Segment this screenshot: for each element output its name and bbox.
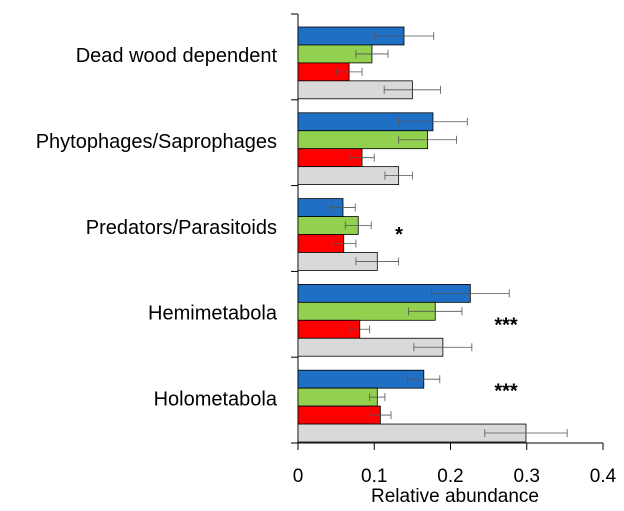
category-label: Hemimetabola [148,303,278,325]
bar [297,387,378,407]
x-tick-label: 0.2 [437,466,463,487]
significance-annotation: *** [494,380,518,402]
x-tick-label: 0.3 [514,466,540,487]
x-tick-label: 0.4 [590,466,617,487]
bar [297,405,381,425]
x-tick-label: 0 [293,466,304,487]
category-label: Predators/Parasitoids [86,217,277,239]
x-axis-label: Relative abundance [371,486,539,507]
category-label: Phytophages/Saprophages [36,131,277,153]
category-label: Dead wood dependent [76,45,278,67]
significance-annotation: * [395,224,403,246]
bar [297,166,400,185]
significance-annotation: *** [494,315,518,337]
category-label: Holometabola [154,388,278,410]
x-tick-label: 0.1 [361,466,387,487]
bar [297,369,425,389]
